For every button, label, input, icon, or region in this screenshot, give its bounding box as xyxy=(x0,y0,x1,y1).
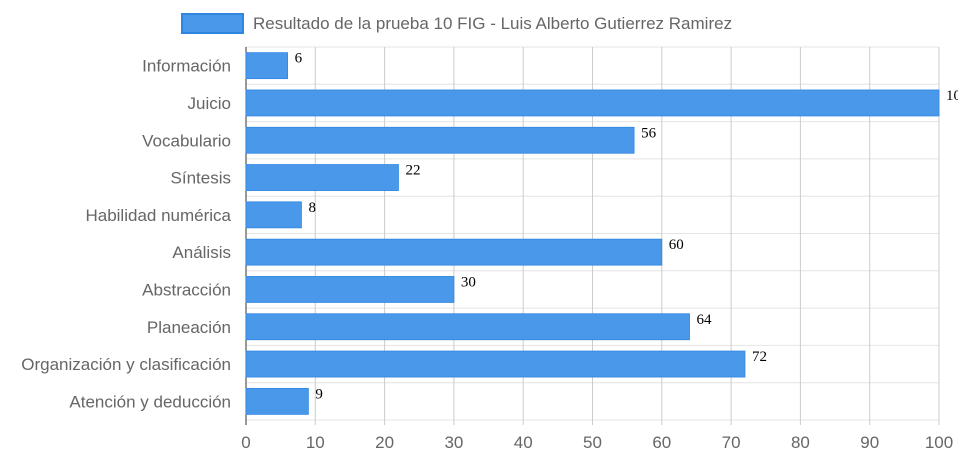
x-tick-label: 40 xyxy=(514,433,533,452)
data-label: 9 xyxy=(315,386,323,402)
category-label: Habilidad numérica xyxy=(85,206,231,225)
x-axis-tick-labels: 0 10 20 30 40 50 60 70 80 90 100 xyxy=(241,433,953,452)
data-labels: 6 100 56 22 8 60 30 64 72 9 xyxy=(295,51,958,403)
category-label: Planeación xyxy=(147,318,231,337)
bar[interactable] xyxy=(245,89,940,117)
legend-swatch xyxy=(181,13,244,34)
category-label: Vocabulario xyxy=(142,131,231,150)
category-label: Análisis xyxy=(172,243,231,262)
bar[interactable] xyxy=(245,201,302,229)
x-tick-label: 80 xyxy=(791,433,810,452)
data-label: 64 xyxy=(697,312,713,328)
category-label: Juicio xyxy=(188,94,231,113)
bar[interactable] xyxy=(245,387,309,415)
bar[interactable] xyxy=(245,350,746,378)
category-label: Organización y clasificación xyxy=(21,355,231,374)
bar[interactable] xyxy=(245,313,690,341)
bar[interactable] xyxy=(245,52,288,80)
category-label: Información xyxy=(142,57,231,76)
data-label: 22 xyxy=(405,163,420,179)
category-label: Atención y deducción xyxy=(69,392,231,411)
x-tick-label: 100 xyxy=(925,433,953,452)
bar[interactable] xyxy=(245,238,663,266)
x-tick-label: 10 xyxy=(306,433,325,452)
bar[interactable] xyxy=(245,126,635,154)
x-tick-label: 30 xyxy=(444,433,463,452)
category-label: Síntesis xyxy=(171,169,231,188)
x-tick-label: 50 xyxy=(583,433,602,452)
legend[interactable]: Resultado de la prueba 10 FIG - Luis Alb… xyxy=(181,13,732,34)
category-labels: Información Juicio Vocabulario Síntesis Habi… xyxy=(21,57,231,412)
bar[interactable] xyxy=(245,276,455,303)
data-label: 72 xyxy=(752,349,767,365)
x-tick-label: 70 xyxy=(722,433,741,452)
data-label: 30 xyxy=(461,274,476,290)
x-tick-label: 0 xyxy=(241,433,250,452)
data-label: 8 xyxy=(308,200,316,216)
x-tick-label: 60 xyxy=(652,433,671,452)
category-label: Abstracción xyxy=(142,280,231,299)
data-label: 60 xyxy=(669,237,684,253)
data-label: 56 xyxy=(641,125,657,141)
data-label: 6 xyxy=(295,51,303,67)
x-tick-label: 90 xyxy=(860,433,879,452)
data-label: 100 xyxy=(946,88,958,104)
bar[interactable] xyxy=(245,164,399,191)
legend-label: Resultado de la prueba 10 FIG - Luis Alb… xyxy=(253,14,732,33)
x-tick-label: 20 xyxy=(375,433,394,452)
bars xyxy=(245,52,940,415)
